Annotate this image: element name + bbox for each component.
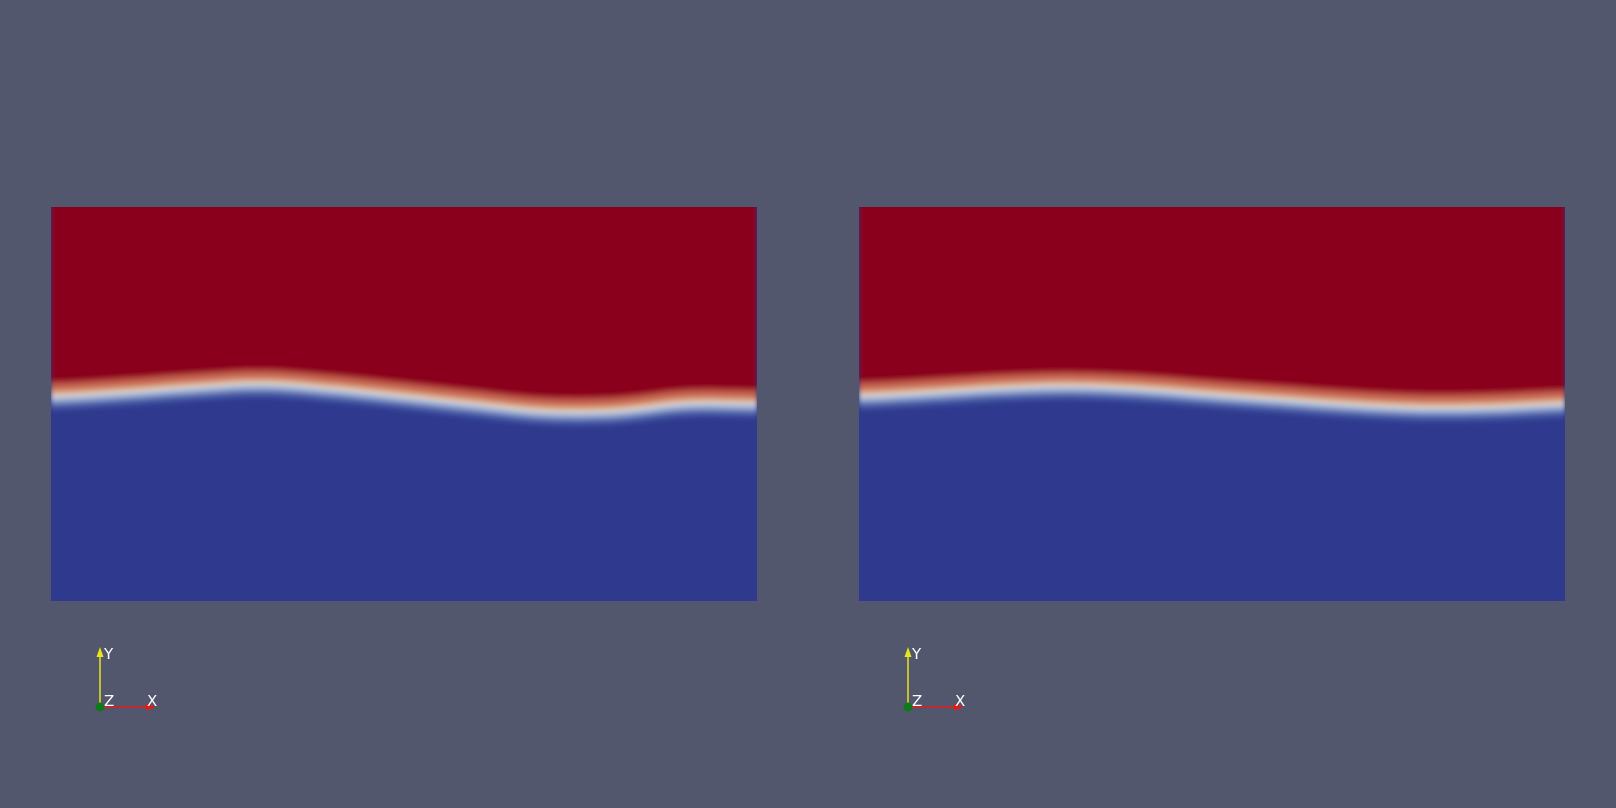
x-axis-label: X: [955, 692, 965, 710]
y-axis-label: Y: [911, 645, 922, 663]
left-interface-layers: [51, 207, 757, 426]
right-viewport[interactable]: Y Z X: [808, 0, 1616, 808]
left-viewport[interactable]: Y Z X: [0, 0, 808, 808]
z-axis-label: Z: [912, 692, 922, 710]
x-axis-arrow-icon: [954, 703, 964, 711]
x-axis-arrow-icon: [146, 703, 156, 711]
upper-phase-region: [51, 207, 757, 397]
right-interface-layers: [859, 207, 1565, 422]
x-axis-label: X: [147, 692, 157, 710]
left-volume-fraction-field: [51, 207, 757, 601]
right-volume-fraction-field: [859, 207, 1565, 601]
z-axis-label: Z: [104, 692, 114, 710]
y-axis-label: Y: [103, 645, 114, 663]
right-orientation-axes: Y Z X: [903, 645, 965, 712]
left-orientation-axes: Y Z X: [95, 645, 157, 712]
z-axis-dot-icon: [903, 702, 913, 712]
y-axis-arrow-icon: [96, 647, 104, 657]
y-axis-arrow-icon: [904, 647, 912, 657]
z-axis-dot-icon: [95, 702, 105, 712]
upper-phase-region: [859, 207, 1565, 393]
